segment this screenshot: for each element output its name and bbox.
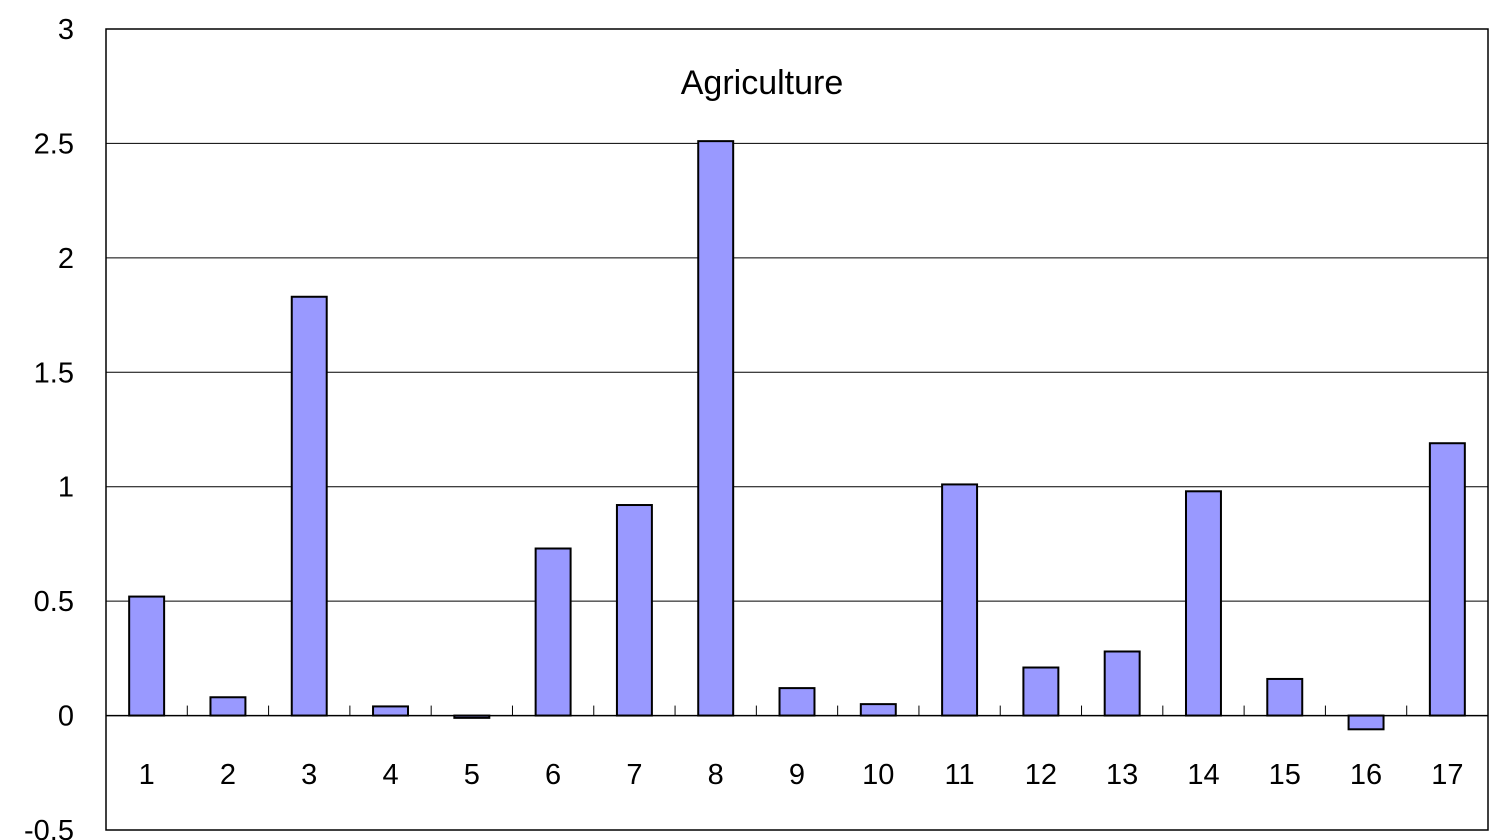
y-tick-label: -0.5 (24, 815, 74, 840)
bar-11 (941, 483, 979, 717)
bar-8 (697, 140, 735, 717)
y-tick-label: 0 (58, 701, 74, 733)
x-tick-labels: 1 2 3 4 5 6 7 8 9 10 11 12 13 14 15 16 17 (139, 759, 1464, 791)
bar-9 (778, 687, 816, 717)
gridlines (106, 142, 1488, 602)
y-tick-label: 2 (58, 243, 74, 275)
y-tick-label: 1.5 (34, 357, 74, 389)
x-tick-label: 12 (1025, 759, 1057, 791)
y-tick-label: 2.5 (34, 128, 74, 160)
x-tick-label: 11 (945, 759, 975, 791)
x-tick-label: 8 (708, 759, 724, 791)
bars (128, 140, 1466, 731)
x-tick-label: 7 (626, 759, 642, 791)
x-tick-label: 17 (1431, 759, 1463, 791)
bar-3 (290, 295, 328, 717)
x-tick-label: 6 (545, 759, 561, 791)
y-tick-label: 0.5 (34, 586, 74, 618)
bar-1 (128, 595, 166, 717)
bar-14 (1184, 490, 1222, 717)
bar-17 (1428, 442, 1466, 717)
x-tick-label: 14 (1187, 759, 1219, 791)
bar-7 (615, 504, 653, 717)
x-tick-label: 9 (789, 759, 805, 791)
bar-16 (1347, 714, 1385, 731)
y-tick-label: 3 (58, 14, 74, 46)
x-tick-label: 16 (1350, 759, 1382, 791)
x-tick-label: 1 (139, 759, 155, 791)
bar-15 (1266, 677, 1304, 717)
x-tick-label: 4 (382, 759, 398, 791)
bar-2 (209, 696, 247, 717)
bar-12 (1022, 666, 1060, 717)
x-tick-label: 5 (464, 759, 480, 791)
x-tick-label: 15 (1269, 759, 1301, 791)
x-tick-label: 2 (220, 759, 236, 791)
y-tick-labels: -0.5 0 0.5 1 1.5 2 2.5 3 (24, 14, 74, 840)
x-tick-label: 10 (862, 759, 894, 791)
x-tick-label: 13 (1106, 759, 1138, 791)
bar-10 (859, 703, 897, 717)
zero-axis (105, 705, 1489, 717)
y-tick-label: 1 (58, 472, 74, 504)
chart-title: Agriculture (681, 64, 844, 102)
bar-6 (534, 547, 572, 717)
bar-13 (1103, 650, 1141, 717)
bar-4 (372, 705, 410, 717)
x-tick-label: 3 (301, 759, 317, 791)
